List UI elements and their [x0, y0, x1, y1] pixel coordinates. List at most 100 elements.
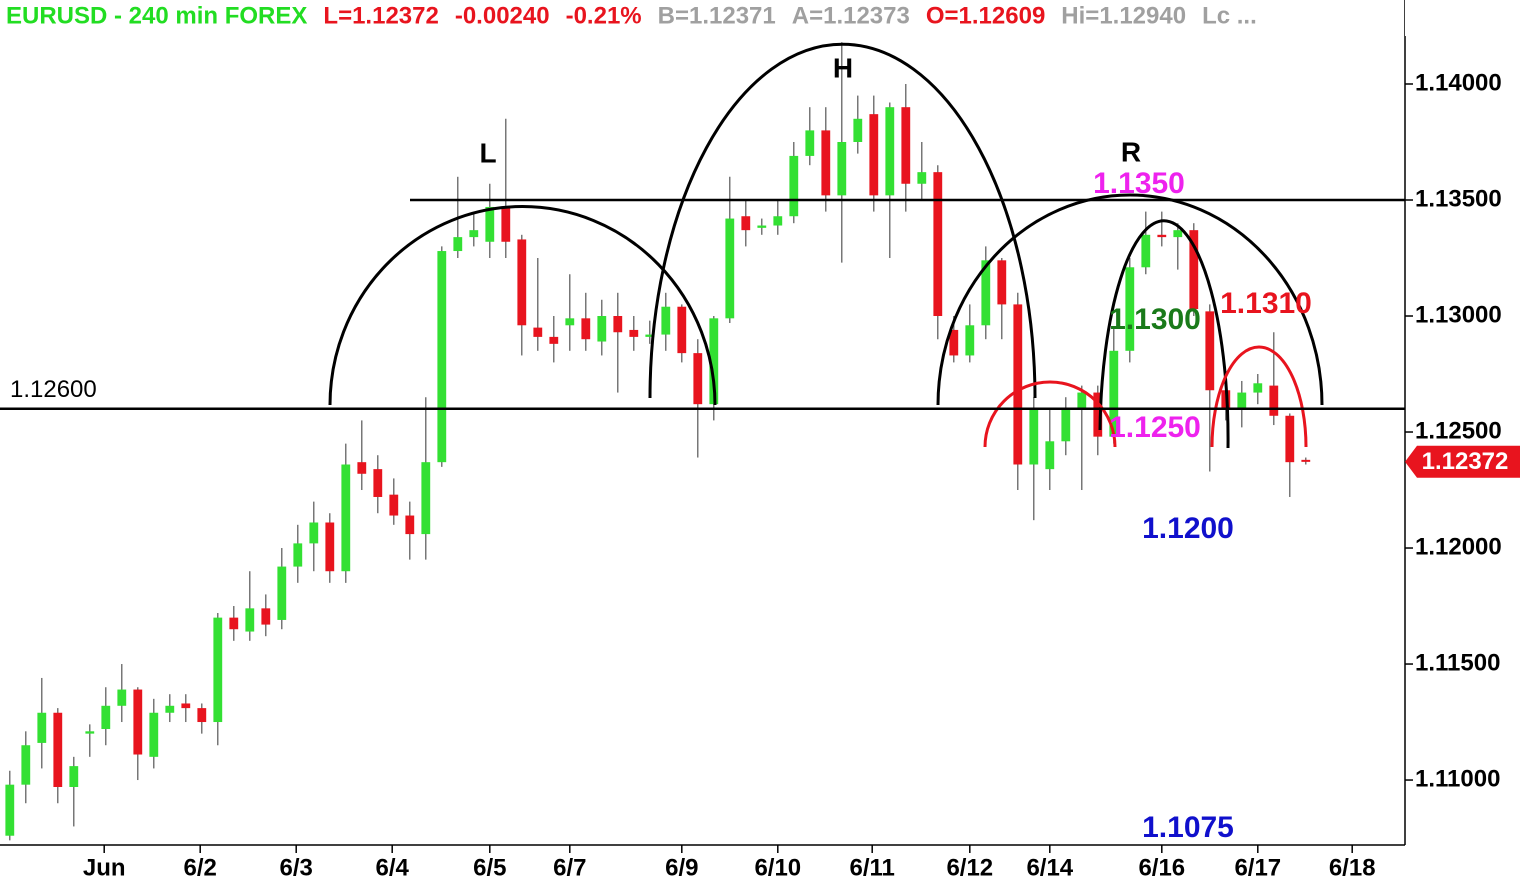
candle-body — [757, 225, 767, 228]
candle-body — [1205, 311, 1215, 391]
candle-body — [453, 237, 463, 252]
left-shoulder-arc — [328, 204, 717, 406]
annotation: 1.1250 — [1109, 411, 1201, 444]
candle-body — [1285, 415, 1295, 463]
header-item: O=1.12609 — [926, 2, 1045, 29]
candle-body — [581, 318, 591, 340]
x-tick-label: Jun — [83, 854, 126, 881]
candle-body — [101, 705, 111, 729]
annotation: 1.1200 — [1142, 512, 1234, 545]
annotation: 1.1300 — [1109, 303, 1201, 336]
candle-body — [533, 327, 543, 337]
candle-body — [261, 608, 271, 625]
candle-body — [965, 325, 975, 356]
header-item: -0.21% — [566, 2, 642, 29]
right-shoulder-arc — [936, 193, 1324, 406]
annotation: 1.1310 — [1220, 287, 1312, 320]
candle-body — [245, 608, 255, 632]
candle-body — [725, 218, 735, 319]
candle-body — [773, 216, 783, 226]
candle-body — [565, 318, 575, 326]
candle-body — [309, 522, 319, 544]
candle-body — [629, 329, 639, 337]
annotation: H — [833, 52, 853, 83]
x-tick-label: 6/3 — [280, 854, 313, 881]
candle-body — [1269, 385, 1279, 416]
candle-body — [117, 689, 127, 706]
x-tick-label: 6/2 — [184, 854, 217, 881]
candle-body — [69, 766, 79, 787]
header-item: EURUSD - 240 min FOREX — [6, 2, 307, 29]
candle-body — [949, 329, 959, 356]
candle-body — [1045, 441, 1055, 470]
pattern-arcs — [328, 42, 1324, 449]
candle-body — [1301, 459, 1311, 462]
candle-body — [197, 708, 207, 723]
y-tick-label: 1.13000 — [1415, 301, 1502, 328]
candle-body — [1029, 408, 1039, 465]
candle-body — [277, 566, 287, 620]
header-cover — [1405, 0, 1525, 36]
candle-body — [421, 462, 431, 535]
level-label: 1.12600 — [10, 376, 97, 403]
candle-body — [229, 617, 239, 630]
candle-body — [981, 260, 991, 326]
candle-body — [21, 745, 31, 785]
candle-body — [53, 712, 63, 787]
head-arc — [648, 42, 1037, 399]
red-arc — [1210, 345, 1308, 448]
header-item: Hi=1.12940 — [1061, 2, 1186, 29]
candle-body — [693, 353, 703, 405]
candle-body — [485, 206, 495, 242]
candle-body — [805, 130, 815, 156]
y-tick-label: 1.14000 — [1415, 69, 1502, 96]
red-arc — [983, 380, 1117, 448]
candle-body — [213, 617, 223, 723]
header-item: Lc ... — [1202, 2, 1257, 29]
x-tick-label: 6/12 — [946, 854, 993, 881]
y-tick-label: 1.12000 — [1415, 533, 1502, 560]
candle-body — [341, 464, 351, 572]
candle-body — [373, 469, 383, 497]
candle-body — [133, 689, 143, 755]
candle-body — [1173, 230, 1183, 238]
x-tick-label: 6/11 — [850, 854, 895, 881]
candle-body — [37, 712, 47, 743]
price-tag — [1405, 445, 1520, 478]
price-tag-label: 1.12372 — [1422, 448, 1509, 475]
candle-body — [997, 260, 1007, 305]
candle-body — [501, 206, 511, 242]
candle-body — [1093, 392, 1103, 437]
annotation: 1.1350 — [1093, 167, 1185, 200]
candle-body — [293, 543, 303, 567]
candle-body — [1141, 234, 1151, 268]
candle-body — [709, 318, 719, 405]
candle-body — [869, 114, 879, 196]
header-item: B=1.12371 — [658, 2, 776, 29]
candle-body — [1189, 230, 1199, 310]
x-tick-label: 6/5 — [473, 854, 506, 881]
candle-body — [549, 336, 559, 344]
candle-body — [901, 107, 911, 184]
x-tick-label: 6/7 — [553, 854, 586, 881]
candle-body — [645, 334, 655, 337]
candle-body — [789, 155, 799, 217]
x-tick-label: 6/18 — [1329, 854, 1376, 881]
candle-body — [437, 251, 447, 463]
y-tick-label: 1.12500 — [1415, 417, 1502, 444]
candle-body — [885, 107, 895, 196]
y-tick-label: 1.13500 — [1415, 185, 1502, 212]
candle-body — [1125, 267, 1135, 351]
x-tick-label: 6/4 — [376, 854, 410, 881]
annotation: 1.1075 — [1142, 811, 1234, 844]
candle-body — [933, 172, 943, 317]
header-item: A=1.12373 — [792, 2, 910, 29]
candle-body — [389, 494, 399, 516]
candle-body — [405, 515, 415, 535]
annotation: L — [479, 137, 496, 168]
candle-body — [597, 316, 607, 342]
candle-body — [821, 130, 831, 196]
candle-body — [677, 306, 687, 354]
